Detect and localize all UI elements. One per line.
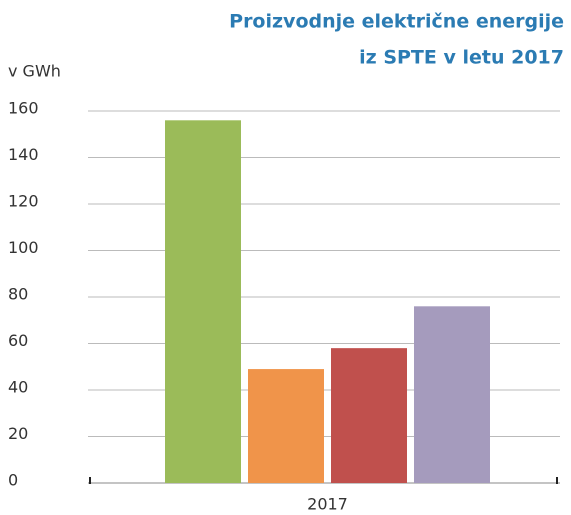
x-tick-label: 2017 <box>307 495 348 514</box>
bar <box>248 369 324 483</box>
bar <box>165 120 241 484</box>
y-tick-label: 140 <box>8 145 39 164</box>
y-tick-label: 0 <box>8 471 18 490</box>
y-tick-label: 60 <box>8 331 28 350</box>
bar <box>331 348 407 483</box>
y-tick-label: 120 <box>8 192 39 211</box>
y-tick-label: 100 <box>8 238 39 257</box>
y-tick-label: 40 <box>8 378 28 397</box>
bar <box>414 306 490 483</box>
y-tick-label: 20 <box>8 424 28 443</box>
y-axis-label: v GWh <box>8 62 61 81</box>
y-tick-label: 80 <box>8 285 28 304</box>
chart-title: iz SPTE v letu 2017 <box>359 47 564 69</box>
y-tick-label: 160 <box>8 99 39 118</box>
chart-title: Proizvodnje električne energije <box>229 11 564 33</box>
